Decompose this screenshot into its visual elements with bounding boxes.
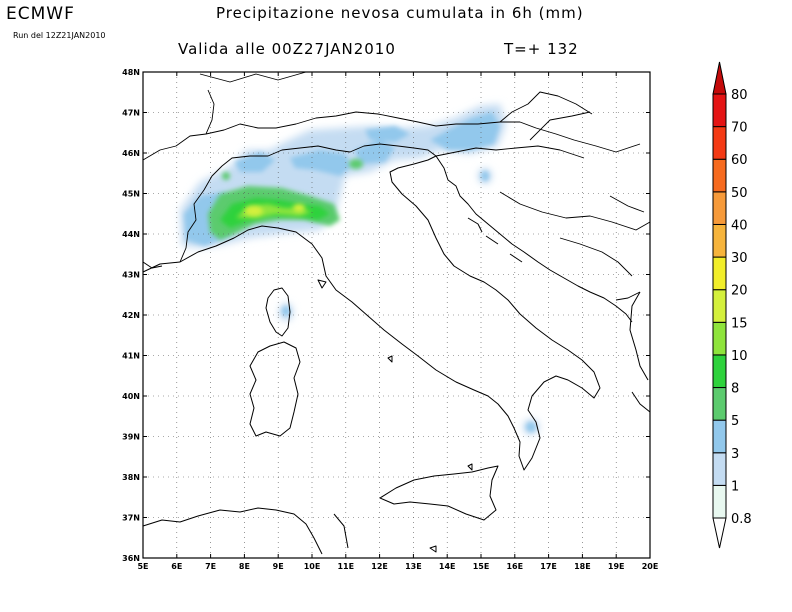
colorbar-min-arrow bbox=[712, 517, 727, 549]
colorbar-level-label: 5 bbox=[731, 414, 739, 429]
valid-time: Valida alle 00Z27JAN2010 bbox=[178, 40, 396, 58]
lat-tick-label: 48N bbox=[122, 68, 140, 77]
colorbar-level-label: 40 bbox=[731, 218, 748, 233]
lat-tick-label: 45N bbox=[122, 190, 140, 199]
lon-tick-label: 8E bbox=[239, 562, 250, 571]
lon-tick-label: 17E bbox=[540, 562, 557, 571]
colorbar-level-label: 30 bbox=[731, 251, 748, 266]
model-name: ECMWF bbox=[6, 4, 75, 24]
colorbar-cell bbox=[712, 191, 727, 225]
lon-tick-label: 12E bbox=[371, 562, 388, 571]
colorbar-level-label: 60 bbox=[731, 153, 748, 168]
lon-tick-label: 20E bbox=[642, 562, 659, 571]
colorbar-level-label: 8 bbox=[731, 382, 739, 397]
run-label: Run del 12Z21JAN2010 bbox=[13, 31, 106, 40]
colorbar-cell bbox=[712, 321, 727, 356]
colorbar-level-label: 80 bbox=[731, 88, 748, 103]
lon-tick-label: 19E bbox=[608, 562, 625, 571]
lat-tick-label: 40N bbox=[122, 392, 140, 401]
colorbar-cell bbox=[712, 354, 727, 389]
lat-tick-label: 41N bbox=[122, 352, 140, 361]
lat-tick-label: 38N bbox=[122, 473, 140, 482]
coastlines bbox=[142, 155, 651, 555]
lon-tick-label: 11E bbox=[337, 562, 354, 571]
colorbar-level-label: 0.8 bbox=[731, 512, 752, 527]
lat-tick-label: 43N bbox=[122, 271, 140, 280]
colorbar-cell bbox=[712, 158, 727, 193]
colorbar-cell bbox=[712, 289, 727, 323]
colorbar-max-arrow bbox=[712, 61, 727, 95]
lon-tick-label: 14E bbox=[439, 562, 456, 571]
lon-tick-label: 6E bbox=[171, 562, 182, 571]
colorbar-level-label: 20 bbox=[731, 284, 748, 299]
colorbar-level-label: 1 bbox=[731, 479, 739, 494]
lat-tick-label: 47N bbox=[122, 109, 140, 118]
lon-tick-label: 9E bbox=[273, 562, 284, 571]
lat-tick-label: 37N bbox=[122, 514, 140, 523]
forecast-step: T=+ 132 bbox=[504, 40, 579, 58]
lat-tick-label: 44N bbox=[122, 230, 140, 239]
colorbar-level-label: 70 bbox=[731, 121, 748, 136]
colorbar-cell bbox=[712, 419, 727, 454]
map-title: Precipitazione nevosa cumulata in 6h (mm… bbox=[216, 4, 584, 22]
lat-lon-grid bbox=[143, 72, 650, 558]
country-borders bbox=[142, 71, 651, 301]
lon-tick-label: 18E bbox=[574, 562, 591, 571]
snowfall-shading bbox=[180, 104, 539, 435]
lon-tick-label: 10E bbox=[304, 562, 321, 571]
lon-tick-label: 15E bbox=[473, 562, 490, 571]
lon-tick-label: 13E bbox=[405, 562, 422, 571]
colorbar-level-label: 10 bbox=[731, 349, 748, 364]
colorbar-cell bbox=[712, 256, 727, 291]
latitude-labels: 36N 37N 38N 39N 40N 41N 42N 43N 44N 45N 46N 47N 48N bbox=[122, 68, 140, 563]
lat-tick-label: 42N bbox=[122, 311, 140, 320]
colorbar-cell bbox=[712, 452, 727, 486]
colorbar-cell bbox=[712, 93, 727, 128]
colorbar-level-label: 15 bbox=[731, 316, 748, 331]
lon-tick-label: 5E bbox=[137, 562, 148, 571]
lat-tick-label: 46N bbox=[122, 149, 140, 158]
colorbar-cell bbox=[712, 484, 727, 519]
longitude-labels: 5E 6E 7E 8E 9E 10E 11E 12E 13E 14E 15E 16E 17E 18E 19E… bbox=[137, 562, 658, 571]
colorbar-cell bbox=[712, 126, 727, 160]
lat-tick-label: 36N bbox=[122, 554, 140, 563]
lon-tick-label: 7E bbox=[205, 562, 216, 571]
colorbar-level-label: 50 bbox=[731, 186, 748, 201]
colorbar-level-label: 3 bbox=[731, 447, 739, 462]
colorbar-cell bbox=[712, 387, 727, 421]
lat-tick-label: 39N bbox=[122, 433, 140, 442]
colorbar-cell bbox=[712, 223, 727, 258]
lon-tick-label: 16E bbox=[506, 562, 523, 571]
